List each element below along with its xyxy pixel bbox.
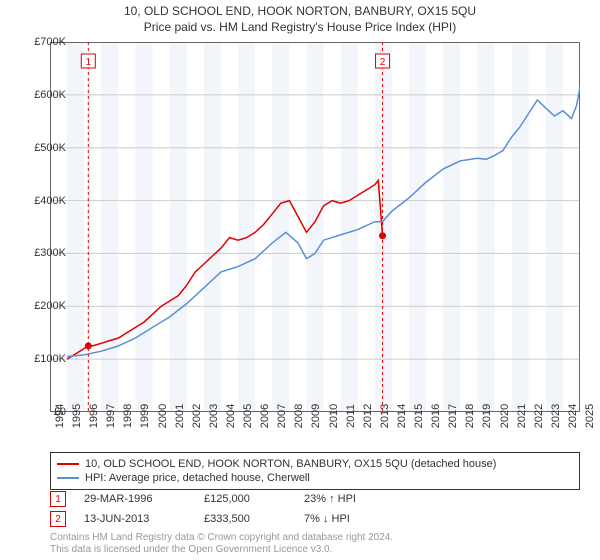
y-tick-label: £600K	[34, 89, 66, 101]
x-tick-label: 2014	[396, 404, 408, 428]
x-tick-label: 2020	[499, 404, 511, 428]
x-tick-label: 1996	[88, 404, 100, 428]
x-tick-label: 2007	[276, 404, 288, 428]
copyright-line: This data is licensed under the Open Gov…	[50, 544, 393, 556]
y-tick-label: £200K	[34, 300, 66, 312]
x-tick-label: 2003	[208, 404, 220, 428]
chart-container: 10, OLD SCHOOL END, HOOK NORTON, BANBURY…	[0, 0, 600, 560]
x-tick-label: 1998	[122, 404, 134, 428]
x-tick-label: 2024	[567, 404, 579, 428]
x-tick-label: 1997	[105, 404, 117, 428]
y-tick-label: £500K	[34, 142, 66, 154]
x-tick-label: 2023	[550, 404, 562, 428]
legend-box: 10, OLD SCHOOL END, HOOK NORTON, BANBURY…	[50, 452, 580, 490]
x-tick-label: 2005	[242, 404, 254, 428]
y-tick-label: £400K	[34, 195, 66, 207]
marker-date: 29-MAR-1996	[84, 493, 204, 505]
marker-badge: 1	[50, 491, 66, 507]
x-tick-label: 2004	[225, 404, 237, 428]
legend-swatch-icon	[57, 463, 79, 465]
marker-row: 2 13-JUN-2013 £333,500 7% ↓ HPI	[50, 510, 424, 528]
marker-diff: 7% ↓ HPI	[304, 513, 424, 525]
legend-swatch-icon	[57, 477, 79, 479]
x-tick-label: 2022	[533, 404, 545, 428]
chart-area: 12	[50, 42, 580, 412]
x-tick-label: 2001	[174, 404, 186, 428]
marker-price: £333,500	[204, 513, 304, 525]
x-tick-label: 2006	[259, 404, 271, 428]
y-tick-label: £300K	[34, 247, 66, 259]
x-tick-label: 2013	[379, 404, 391, 428]
x-tick-label: 2017	[447, 404, 459, 428]
marker-row: 1 29-MAR-1996 £125,000 23% ↑ HPI	[50, 490, 424, 508]
chart-svg: 12	[50, 42, 580, 412]
y-tick-label: £100K	[34, 353, 66, 365]
x-tick-label: 2021	[516, 404, 528, 428]
legend-label: 10, OLD SCHOOL END, HOOK NORTON, BANBURY…	[85, 458, 496, 470]
x-tick-label: 2019	[481, 404, 493, 428]
svg-text:2: 2	[380, 57, 386, 68]
x-tick-label: 2000	[157, 404, 169, 428]
title-address: 10, OLD SCHOOL END, HOOK NORTON, BANBURY…	[0, 4, 600, 18]
x-tick-label: 1994	[54, 404, 66, 428]
x-tick-label: 2012	[362, 404, 374, 428]
marker-diff: 23% ↑ HPI	[304, 493, 424, 505]
titles: 10, OLD SCHOOL END, HOOK NORTON, BANBURY…	[0, 0, 600, 34]
svg-text:1: 1	[86, 57, 92, 68]
x-tick-label: 1999	[139, 404, 151, 428]
y-tick-label: £700K	[34, 36, 66, 48]
x-tick-label: 1995	[71, 404, 83, 428]
x-tick-label: 2025	[584, 404, 596, 428]
marker-price: £125,000	[204, 493, 304, 505]
legend-item: 10, OLD SCHOOL END, HOOK NORTON, BANBURY…	[57, 457, 573, 471]
x-tick-label: 2015	[413, 404, 425, 428]
marker-table: 1 29-MAR-1996 £125,000 23% ↑ HPI 2 13-JU…	[50, 490, 424, 530]
x-tick-label: 2009	[310, 404, 322, 428]
marker-date: 13-JUN-2013	[84, 513, 204, 525]
copyright-line: Contains HM Land Registry data © Crown c…	[50, 532, 393, 544]
marker-badge: 2	[50, 511, 66, 527]
x-tick-label: 2011	[345, 404, 357, 428]
legend-item: HPI: Average price, detached house, Cher…	[57, 471, 573, 485]
legend-label: HPI: Average price, detached house, Cher…	[85, 472, 310, 484]
x-tick-label: 2002	[191, 404, 203, 428]
copyright: Contains HM Land Registry data © Crown c…	[50, 532, 393, 556]
x-tick-label: 2018	[464, 404, 476, 428]
title-subtitle: Price paid vs. HM Land Registry's House …	[0, 20, 600, 34]
x-tick-label: 2008	[293, 404, 305, 428]
x-tick-label: 2010	[328, 404, 340, 428]
x-tick-label: 2016	[430, 404, 442, 428]
